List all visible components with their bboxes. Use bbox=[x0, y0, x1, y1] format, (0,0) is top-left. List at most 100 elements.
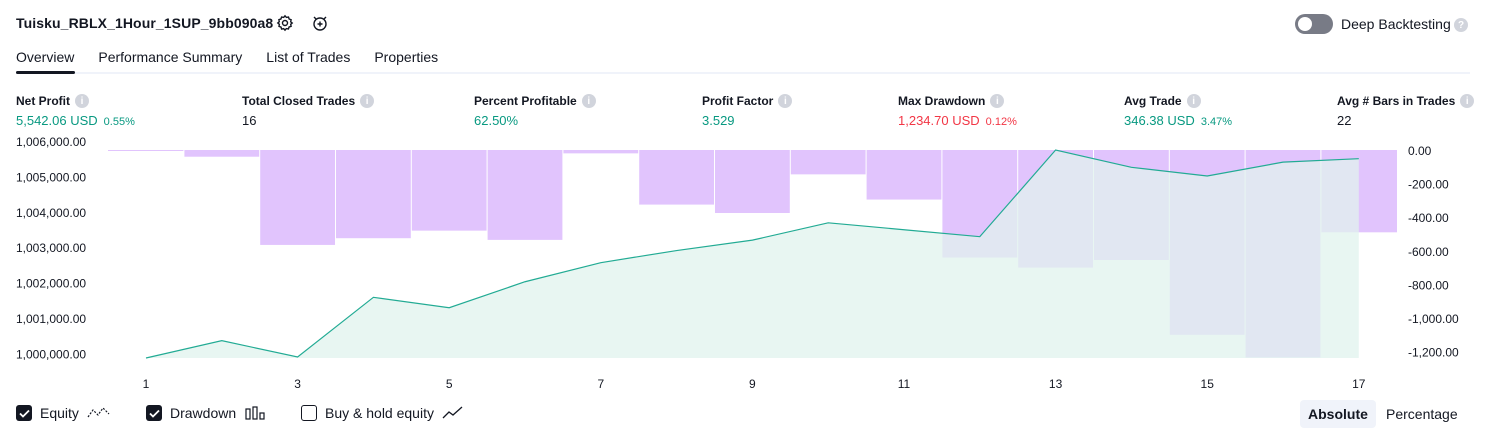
x-axis-ticks: 1 3 5 7 9 11 13 15 17 bbox=[143, 377, 1366, 391]
info-icon[interactable]: i bbox=[75, 94, 89, 108]
stat-percent: 0.12% bbox=[985, 116, 1017, 128]
drawdown-checkbox[interactable] bbox=[146, 405, 162, 421]
left-axis-tick-label: 1,000,000.00 bbox=[16, 347, 86, 361]
stat-total-closed-trades: Total Closed Trades i 16 bbox=[242, 94, 375, 128]
drawdown-bar bbox=[866, 150, 942, 200]
stat-profit-factor: Profit Factor i 3.529 bbox=[702, 94, 793, 128]
right-axis-tick-label: -800.00 bbox=[1408, 278, 1449, 292]
drawdown-bar bbox=[411, 150, 487, 231]
stat-percent: 3.47% bbox=[1200, 116, 1233, 128]
tab-divider bbox=[16, 72, 1470, 74]
stat-percent: 0.55% bbox=[103, 116, 135, 128]
stat-label: Avg # Bars in Trades bbox=[1337, 94, 1456, 108]
x-axis-tick-label: 13 bbox=[1049, 377, 1063, 391]
stat-value: 1,234.70 USD bbox=[898, 113, 980, 128]
right-axis-tick-label: -1,200.00 bbox=[1408, 346, 1459, 360]
stat-label: Max Drawdown bbox=[898, 94, 986, 108]
tab-performance-summary[interactable]: Performance Summary bbox=[98, 49, 243, 65]
drawdown-bar bbox=[639, 150, 714, 205]
stat-label: Percent Profitable bbox=[474, 94, 577, 108]
stat-value: 16 bbox=[242, 113, 257, 128]
right-axis-tick-label: -200.00 bbox=[1408, 178, 1449, 192]
stat-label: Net Profit bbox=[16, 94, 70, 108]
stat-value: 5,542.06 USD bbox=[16, 113, 98, 128]
absolute-toggle-button[interactable]: Absolute bbox=[1300, 400, 1376, 428]
strategy-title: Tuisku_RBLX_1Hour_1SUP_9bb090a8 bbox=[16, 15, 274, 31]
drawdown-bar bbox=[108, 150, 184, 151]
drawdown-bars-icon bbox=[245, 406, 265, 420]
drawdown-bar bbox=[184, 150, 260, 157]
equity-area bbox=[145, 149, 1359, 359]
info-icon[interactable]: i bbox=[990, 94, 1005, 108]
x-axis-tick-label: 7 bbox=[597, 377, 604, 391]
active-tab-indicator bbox=[16, 71, 75, 74]
drawdown-bar bbox=[336, 150, 411, 239]
left-axis-tick-label: 1,006,000.00 bbox=[16, 135, 86, 149]
x-axis-tick-label: 15 bbox=[1201, 377, 1215, 391]
stat-value: 62.50% bbox=[474, 113, 519, 128]
left-axis-tick-label: 1,004,000.00 bbox=[16, 206, 86, 220]
drawdown-bar bbox=[260, 150, 335, 245]
legend-equity[interactable]: Equity bbox=[16, 405, 111, 421]
buy-hold-label: Buy & hold equity bbox=[325, 405, 434, 421]
percentage-toggle-button[interactable]: Percentage bbox=[1386, 406, 1458, 422]
info-icon[interactable]: i bbox=[581, 94, 596, 108]
info-icon[interactable]: i bbox=[1460, 94, 1475, 108]
right-axis-tick-label: -600.00 bbox=[1408, 245, 1449, 259]
legend-buy-hold-equity[interactable]: Buy & hold equity bbox=[301, 405, 464, 421]
equity-fill bbox=[146, 150, 1359, 358]
equity-checkbox[interactable] bbox=[16, 405, 32, 421]
right-axis-ticks: 0.00 -200.00 -400.00 -600.00 -800.00 -1,000.0… bbox=[1408, 144, 1459, 360]
right-axis-tick-label: -400.00 bbox=[1408, 211, 1449, 225]
info-icon[interactable]: i bbox=[1186, 94, 1201, 108]
toggle-knob bbox=[1298, 17, 1312, 31]
stat-value: 3.529 bbox=[702, 113, 735, 128]
tab-bar: Overview Performance Summary List of Tra… bbox=[16, 49, 462, 73]
stat-value: 22 bbox=[1337, 113, 1352, 128]
stat-label: Avg Trade bbox=[1124, 94, 1182, 108]
buy-hold-line-icon bbox=[442, 406, 463, 419]
stat-max-drawdown: Max Drawdown i 1,234.70 USD 0.12% bbox=[898, 94, 1017, 128]
deep-backtesting-label: Deep Backtesting bbox=[1341, 16, 1451, 32]
x-axis-tick-label: 11 bbox=[898, 377, 911, 391]
equity-line bbox=[145, 149, 1359, 359]
stat-percent-profitable: Percent Profitable i 62.50% bbox=[474, 94, 596, 128]
help-icon[interactable]: ? bbox=[1454, 18, 1468, 32]
tab-overview[interactable]: Overview bbox=[16, 49, 75, 65]
x-axis-tick-label: 5 bbox=[446, 377, 453, 391]
equity-line-icon bbox=[87, 407, 110, 418]
drawdown-label: Drawdown bbox=[170, 405, 237, 421]
legend-drawdown[interactable]: Drawdown bbox=[146, 405, 266, 421]
tab-list-of-trades[interactable]: List of Trades bbox=[266, 49, 351, 65]
x-axis-tick-label: 9 bbox=[749, 377, 756, 391]
info-icon[interactable]: i bbox=[778, 94, 793, 108]
right-axis-tick-label: 0.00 bbox=[1408, 144, 1432, 158]
stat-label: Total Closed Trades bbox=[242, 94, 356, 108]
x-axis-tick-label: 1 bbox=[143, 377, 150, 391]
stat-label: Profit Factor bbox=[702, 94, 774, 108]
stat-avg-bars-in-trades: Avg # Bars in Trades i 22 bbox=[1337, 94, 1475, 128]
drawdown-bar bbox=[715, 150, 790, 213]
left-axis-tick-label: 1,002,000.00 bbox=[16, 277, 86, 291]
stat-net-profit: Net Profit i 5,542.06 USD 0.55% bbox=[16, 94, 135, 128]
left-axis-tick-label: 1,003,000.00 bbox=[16, 241, 86, 255]
tab-properties[interactable]: Properties bbox=[374, 49, 439, 65]
drawdown-bar bbox=[563, 150, 639, 154]
left-axis-ticks: 1,006,000.00 1,005,000.00 1,004,000.00 1,00… bbox=[16, 135, 86, 361]
x-axis-tick-label: 3 bbox=[294, 377, 301, 391]
stat-value: 346.38 USD bbox=[1124, 113, 1195, 128]
deep-backtesting-toggle[interactable] bbox=[1295, 14, 1333, 34]
x-axis-tick-label: 17 bbox=[1352, 377, 1366, 391]
stat-avg-trade: Avg Trade i 346.38 USD 3.47% bbox=[1124, 94, 1232, 128]
equity-drawdown-chart[interactable]: 1,006,000.00 1,005,000.00 1,004,000.00 1,00… bbox=[0, 130, 1486, 395]
add-alert-icon[interactable] bbox=[309, 12, 331, 34]
left-axis-tick-label: 1,001,000.00 bbox=[16, 312, 86, 326]
right-axis-tick-label: -1,000.00 bbox=[1408, 312, 1459, 326]
drawdown-bar bbox=[790, 150, 866, 175]
left-axis-tick-label: 1,005,000.00 bbox=[16, 170, 86, 184]
buy-hold-checkbox[interactable] bbox=[301, 405, 317, 421]
info-icon[interactable]: i bbox=[360, 94, 375, 108]
settings-gear-icon[interactable] bbox=[274, 12, 296, 34]
equity-label: Equity bbox=[40, 405, 79, 421]
drawdown-bar bbox=[487, 150, 563, 240]
